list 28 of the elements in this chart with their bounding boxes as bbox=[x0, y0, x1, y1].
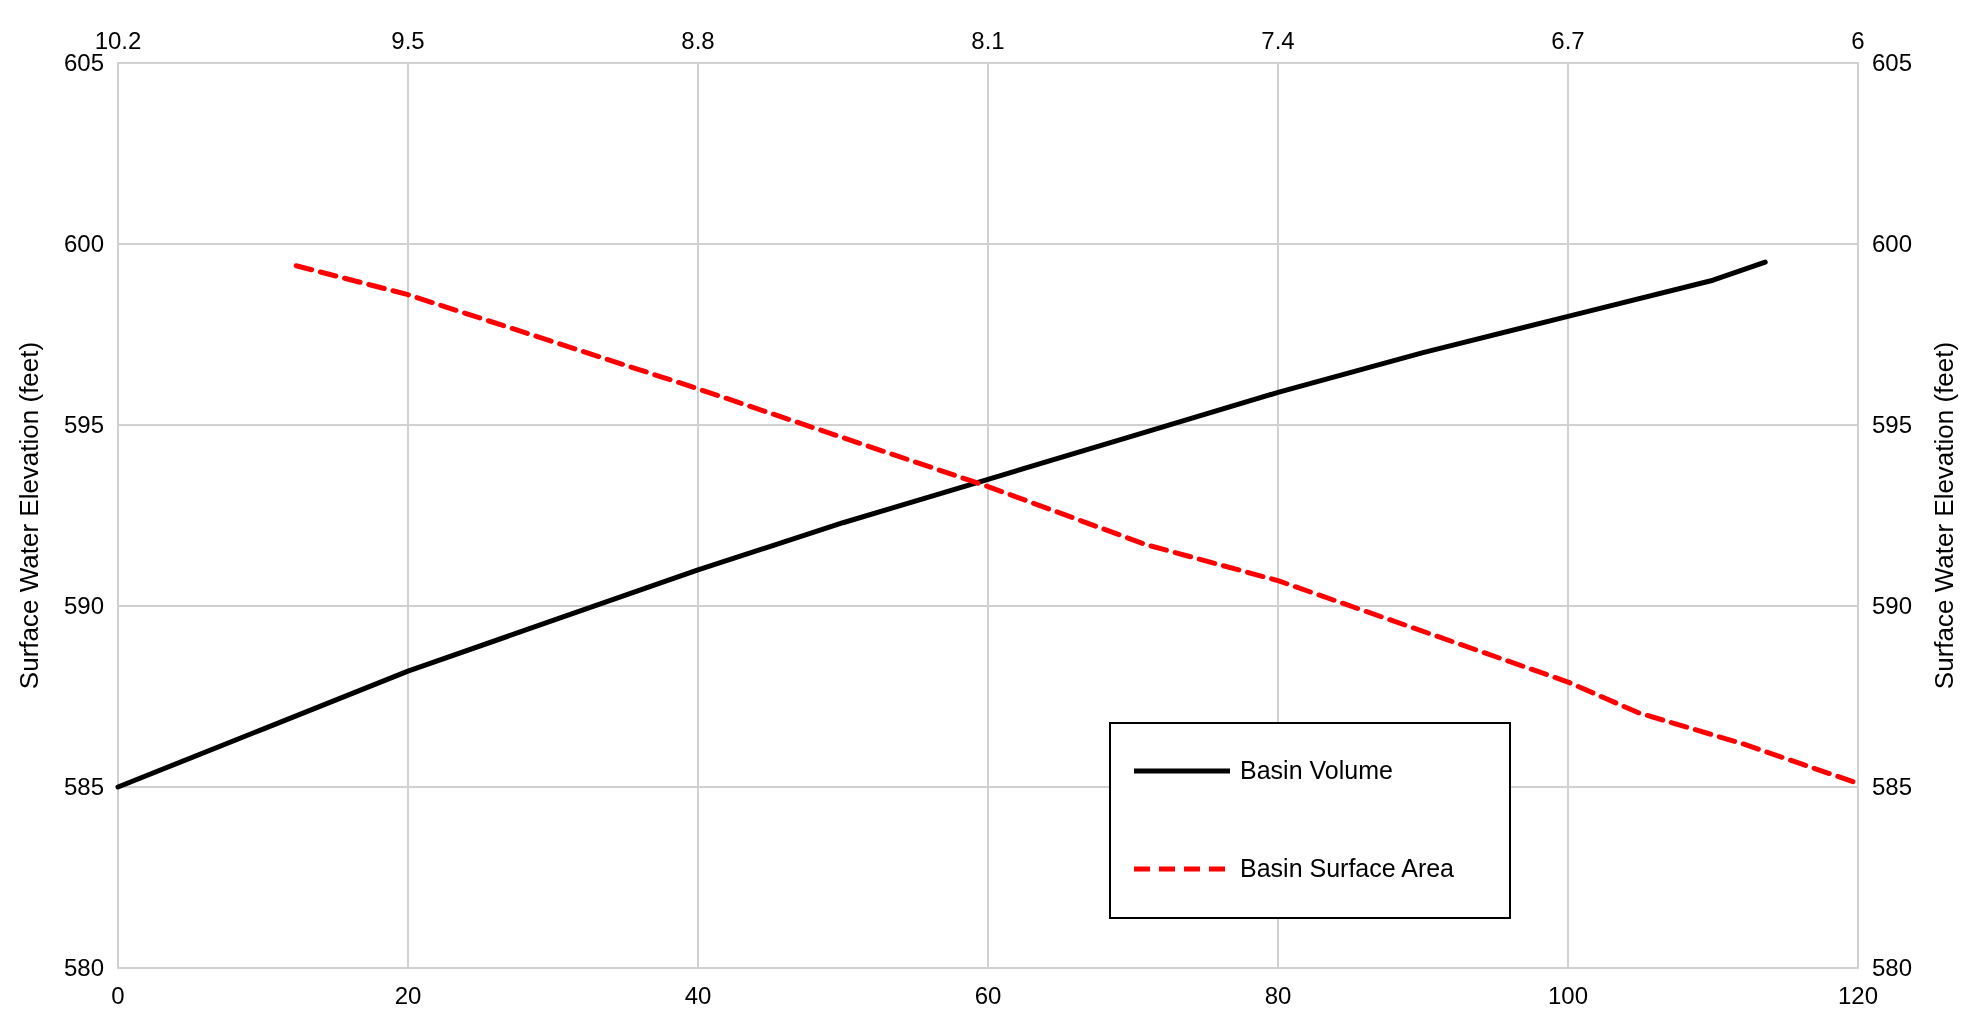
y2-tick-label: 590 bbox=[1872, 592, 1913, 619]
y2-tick-label: 605 bbox=[1872, 49, 1913, 76]
x2-tick-label: 8.1 bbox=[971, 27, 1005, 54]
y2-tick-label: 595 bbox=[1872, 411, 1913, 438]
y-tick-label: 580 bbox=[63, 954, 104, 981]
y-axis-title: Surface Water Elevation (feet) bbox=[14, 341, 44, 690]
y-tick-label: 600 bbox=[63, 230, 104, 257]
x-tick-label: 60 bbox=[974, 982, 1002, 1009]
legend-label: Basin Volume bbox=[1240, 756, 1393, 784]
x-tick-label: 120 bbox=[1837, 982, 1879, 1009]
x-tick-label: 40 bbox=[684, 982, 712, 1009]
y-tick-label: 590 bbox=[63, 592, 104, 619]
x2-tick-label: 8.8 bbox=[681, 27, 715, 54]
x-tick-label: 0 bbox=[111, 982, 125, 1009]
y2-tick-label: 585 bbox=[1872, 773, 1913, 800]
y2-axis-title: Surface Water Elevation (feet) bbox=[1929, 341, 1959, 690]
x2-tick-label: 6.7 bbox=[1551, 27, 1585, 54]
x-tick-label: 100 bbox=[1547, 982, 1589, 1009]
x-tick-label: 80 bbox=[1264, 982, 1292, 1009]
x2-tick-label: 9.5 bbox=[391, 27, 425, 54]
x2-tick-label: 6 bbox=[1851, 27, 1865, 54]
y-tick-label: 585 bbox=[63, 773, 104, 800]
legend-label: Basin Surface Area bbox=[1240, 854, 1455, 882]
y2-tick-label: 600 bbox=[1872, 230, 1913, 257]
y2-tick-label: 580 bbox=[1872, 954, 1913, 981]
x2-tick-label: 7.4 bbox=[1261, 27, 1295, 54]
y-tick-label: 595 bbox=[63, 411, 104, 438]
x-tick-label: 20 bbox=[394, 982, 422, 1009]
